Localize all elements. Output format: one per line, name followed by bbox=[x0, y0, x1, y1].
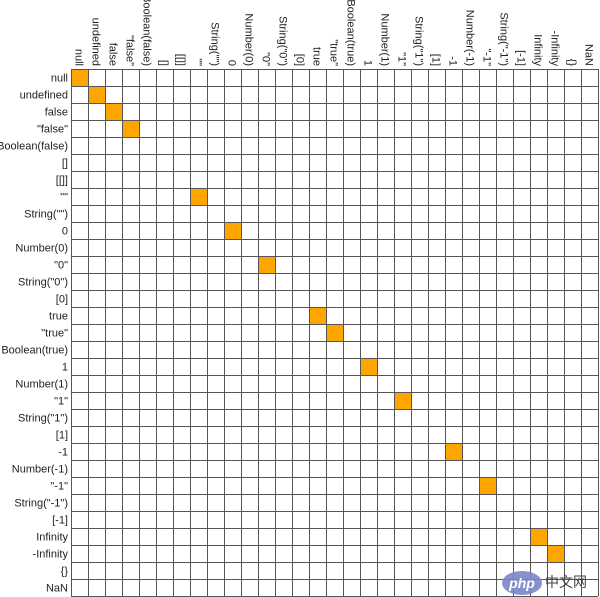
column-label: {} bbox=[566, 59, 578, 67]
row-label: "true" bbox=[41, 328, 68, 340]
highlight-cell bbox=[394, 392, 411, 409]
column-label: "false" bbox=[124, 35, 136, 66]
column-label: "" bbox=[192, 58, 204, 66]
php-logo-icon: php bbox=[502, 571, 542, 595]
row-label: [-1] bbox=[52, 515, 68, 527]
highlight-cell bbox=[122, 120, 139, 137]
row-label: true bbox=[49, 311, 68, 323]
column-label: [-1] bbox=[515, 50, 527, 66]
column-label: "0" bbox=[260, 52, 272, 66]
row-label: null bbox=[51, 73, 68, 85]
row-label: Number(1) bbox=[15, 379, 68, 391]
column-label: true bbox=[311, 47, 323, 66]
column-label: NaN bbox=[583, 44, 595, 66]
row-label: "1" bbox=[54, 396, 68, 408]
row-label: Boolean(false) bbox=[0, 141, 68, 153]
column-label: undefined bbox=[90, 18, 102, 66]
highlight-cell bbox=[479, 477, 496, 494]
column-label: "true" bbox=[328, 39, 340, 66]
column-label: -1 bbox=[447, 56, 459, 66]
row-label: "false" bbox=[37, 124, 68, 136]
highlight-cell bbox=[547, 545, 564, 562]
column-label: String("") bbox=[209, 22, 221, 66]
column-label: "-1" bbox=[481, 48, 493, 66]
grid-lines bbox=[71, 69, 599, 597]
highlight-cell bbox=[88, 86, 105, 103]
column-label: Number(-1) bbox=[464, 10, 476, 66]
row-label: [[]] bbox=[56, 175, 68, 187]
row-label: "" bbox=[60, 192, 68, 204]
row-label: 0 bbox=[62, 226, 68, 238]
column-label: [1] bbox=[430, 54, 442, 66]
column-label: Infinity bbox=[532, 34, 544, 66]
column-label: String("1") bbox=[413, 16, 425, 66]
row-label: -Infinity bbox=[33, 549, 69, 561]
highlight-cell bbox=[71, 69, 88, 86]
column-label: String("-1") bbox=[498, 12, 510, 66]
row-label: String("") bbox=[24, 209, 68, 221]
row-label: [] bbox=[62, 158, 68, 170]
row-label: [1] bbox=[56, 430, 68, 442]
column-label: [[]] bbox=[175, 54, 187, 66]
row-label: "0" bbox=[54, 260, 68, 272]
row-label: String("0") bbox=[18, 277, 68, 289]
column-label: "1" bbox=[396, 52, 408, 66]
highlight-cell bbox=[190, 188, 207, 205]
column-label: [0] bbox=[294, 54, 306, 66]
highlight-cell bbox=[105, 103, 122, 120]
row-label: false bbox=[45, 107, 68, 119]
highlight-cell bbox=[445, 443, 462, 460]
column-label: 1 bbox=[362, 60, 374, 66]
highlight-cells bbox=[71, 69, 564, 562]
highlight-cell bbox=[360, 358, 377, 375]
column-label: false bbox=[107, 43, 119, 66]
column-label: null bbox=[73, 49, 85, 66]
highlight-cell bbox=[224, 222, 241, 239]
highlight-cell bbox=[326, 324, 343, 341]
row-label: undefined bbox=[20, 90, 68, 102]
highlight-cell bbox=[258, 256, 275, 273]
row-labels: null undefined false "false" Boolean(false) [… bbox=[0, 73, 68, 595]
column-label: Number(0) bbox=[243, 13, 255, 66]
column-label: Number(1) bbox=[379, 13, 391, 66]
row-label: [0] bbox=[56, 294, 68, 306]
column-label: [] bbox=[158, 60, 170, 66]
row-label: 1 bbox=[62, 362, 68, 374]
highlight-cell bbox=[530, 528, 547, 545]
highlight-cell bbox=[309, 307, 326, 324]
row-label: Infinity bbox=[36, 532, 68, 544]
row-label: NaN bbox=[46, 583, 68, 595]
column-label: Boolean(true) bbox=[345, 0, 357, 66]
column-label: String("0") bbox=[277, 16, 289, 66]
column-label: 0 bbox=[226, 60, 238, 66]
watermark: php 中文网 bbox=[502, 570, 598, 596]
row-label: Boolean(true) bbox=[1, 345, 68, 357]
column-labels: null undefined false "false" Boolean(false) [… bbox=[73, 0, 595, 66]
watermark-text: 中文网 bbox=[545, 575, 587, 591]
row-label: Number(-1) bbox=[12, 464, 68, 476]
row-label: "-1" bbox=[50, 481, 68, 493]
row-label: String("-1") bbox=[14, 498, 68, 510]
row-label: -1 bbox=[58, 447, 68, 459]
column-label: -Infinity bbox=[549, 31, 561, 67]
row-label: Number(0) bbox=[15, 243, 68, 255]
row-label: {} bbox=[61, 566, 69, 578]
column-label: Boolean(false) bbox=[141, 0, 153, 66]
row-label: String("1") bbox=[18, 413, 68, 425]
